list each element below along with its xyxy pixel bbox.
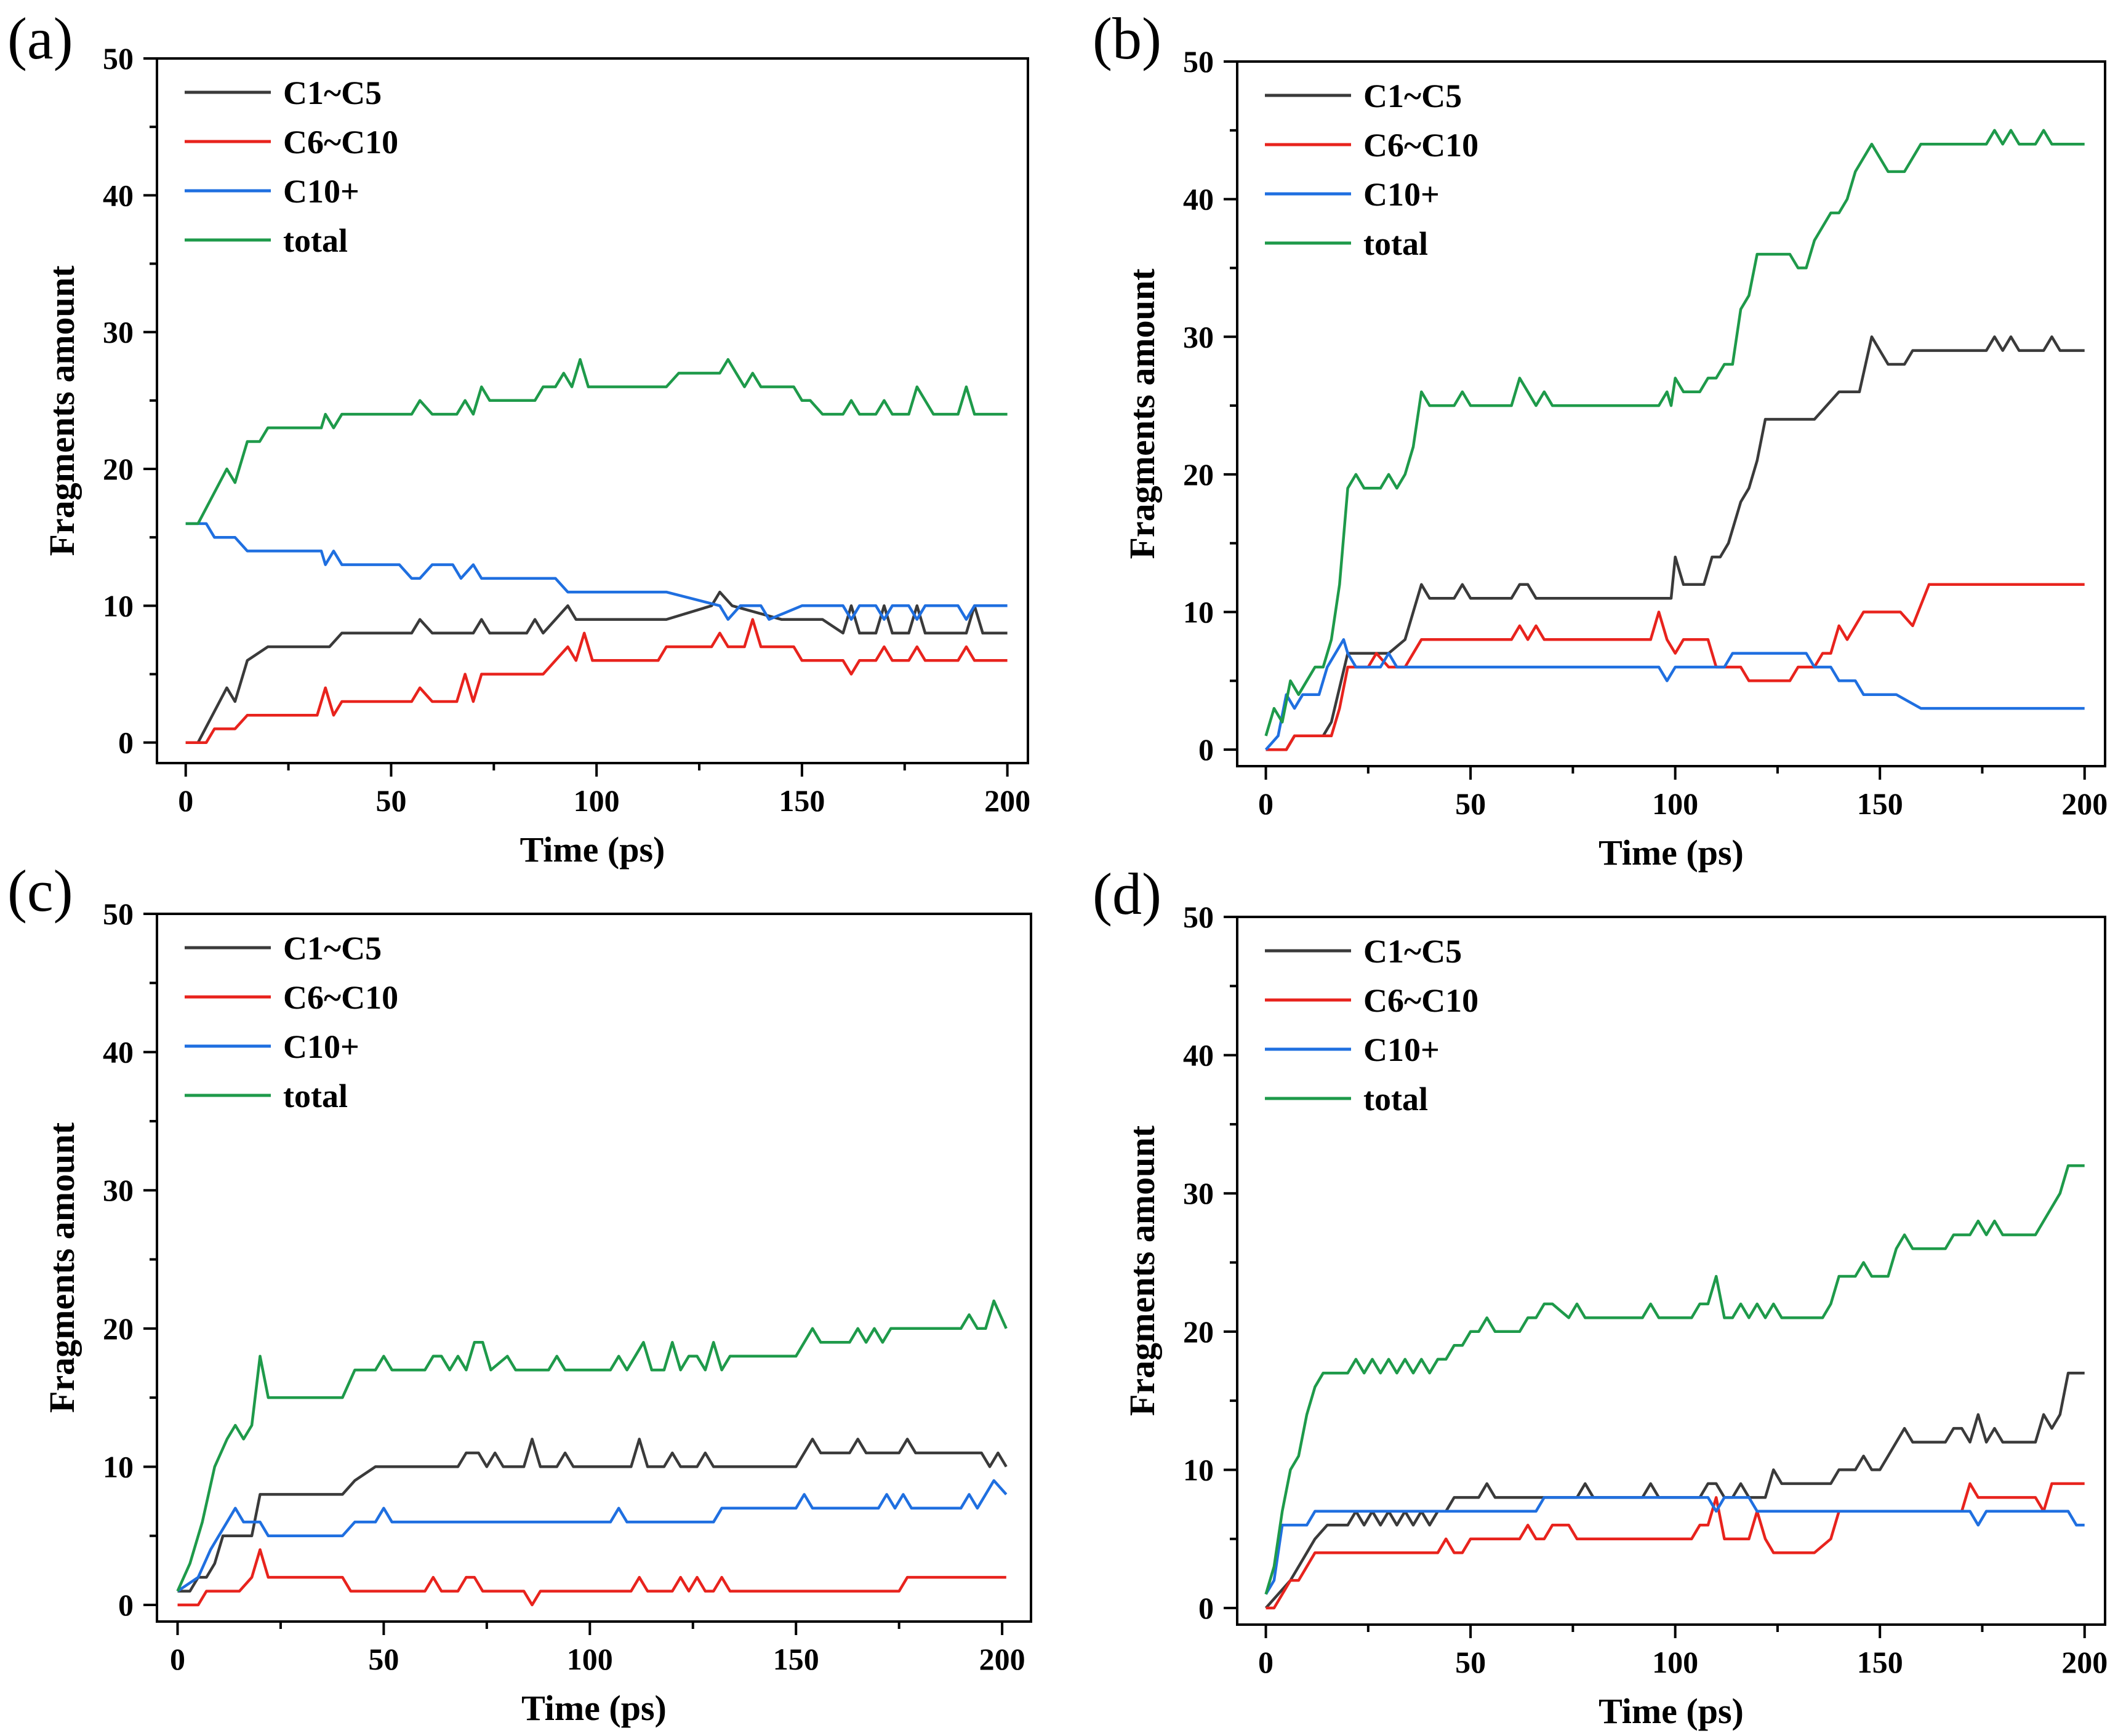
- y-tick-label: 20: [1183, 457, 1214, 492]
- series-line-c6-c10: [185, 618, 1008, 744]
- x-tick-label: 100: [1652, 1645, 1698, 1679]
- panel-label: (b): [1093, 6, 1161, 71]
- x-tick-label: 150: [773, 1642, 819, 1676]
- y-tick-label: 30: [103, 315, 134, 350]
- chart-panel-4: (d) 0 50 100 150 200 0 10 20 30 40 50 Time (ps) Fragm…: [1093, 861, 2108, 1731]
- y-tick-label: 40: [1183, 1038, 1214, 1073]
- legend-label: C6~C10: [283, 124, 398, 161]
- y-tick-label: 40: [103, 178, 134, 212]
- series-line-c10-: [177, 1479, 1008, 1593]
- x-tick-label: 200: [979, 1642, 1025, 1676]
- y-axis-title: Fragments amount: [1122, 268, 1162, 559]
- x-tick-label: 150: [1857, 1645, 1903, 1679]
- x-axis-title: Time (ps): [520, 830, 665, 870]
- y-tick-label: 40: [103, 1035, 134, 1070]
- x-tick-label: 50: [1455, 1645, 1486, 1679]
- x-tick-label: 150: [779, 783, 825, 818]
- y-tick-label: 50: [1183, 900, 1214, 934]
- x-tick-label: 150: [1857, 786, 1903, 821]
- y-tick-label: 30: [1183, 319, 1214, 354]
- x-tick-label: 100: [574, 783, 620, 818]
- legend-label: total: [283, 222, 348, 259]
- y-tick-label: 0: [118, 1588, 134, 1622]
- legend-label: C10+: [283, 1028, 359, 1065]
- y-tick-label: 50: [1183, 44, 1214, 79]
- y-tick-label: 0: [1198, 732, 1214, 767]
- series-line-total: [1264, 1164, 2085, 1595]
- series-line-c6-c10: [1266, 1482, 2085, 1610]
- chart-panel-3: (c) 0 50 100 150 200 0 10 20 30 40 50 Time (ps) Fragm…: [7, 858, 1032, 1728]
- series-line-c10-: [185, 522, 1008, 621]
- series-line-c1-c5: [177, 1438, 1008, 1593]
- y-tick-label: 30: [1183, 1176, 1214, 1210]
- series-line-total: [176, 1299, 1008, 1592]
- series-line-c10-: [1264, 1496, 2085, 1595]
- x-tick-label: 0: [178, 783, 193, 818]
- x-axis-title: Time (ps): [521, 1688, 667, 1728]
- series-line-c1-c5: [185, 590, 1008, 744]
- x-tick-label: 200: [2061, 1645, 2108, 1679]
- legend-label: C6~C10: [1363, 127, 1478, 164]
- x-tick-label: 50: [1455, 786, 1486, 821]
- x-tick-label: 50: [368, 1642, 399, 1676]
- x-tick-label: 0: [170, 1642, 185, 1676]
- panel-label: (d): [1093, 861, 1161, 927]
- legend-label: C10+: [283, 173, 359, 210]
- y-axis-title: Fragments amount: [42, 1122, 82, 1413]
- chart-panel-2: (b) 0 50 100 150 200 0 10 20 30 40 50 Time (ps) Fragm…: [1093, 6, 2108, 873]
- x-tick-label: 200: [2061, 786, 2108, 821]
- x-tick-label: 100: [1652, 786, 1698, 821]
- series-line-c1-c5: [1264, 1371, 2085, 1609]
- panel-label: (a): [7, 6, 73, 71]
- chart-panel-1: (a) 0 50 100 150 200 0 10 20 30 40 50 Time (ps) Fragm…: [7, 6, 1030, 870]
- legend-label: C1~C5: [283, 74, 382, 111]
- series-line-total: [185, 358, 1008, 526]
- y-tick-label: 0: [1198, 1591, 1214, 1625]
- plot-frame: [1236, 916, 2106, 1626]
- y-tick-label: 10: [1183, 1452, 1214, 1487]
- x-tick-label: 0: [1258, 1645, 1274, 1679]
- series-line-total: [1264, 129, 2085, 737]
- plot-frame: [156, 57, 1029, 764]
- plot-frame: [156, 913, 1032, 1623]
- legend-label: total: [1363, 225, 1428, 262]
- y-tick-label: 10: [103, 588, 134, 623]
- legend-label: C1~C5: [283, 930, 382, 967]
- legend-label: C1~C5: [1363, 933, 1462, 970]
- x-tick-label: 0: [1258, 786, 1274, 821]
- series-line-c6-c10: [177, 1548, 1006, 1607]
- y-tick-label: 40: [1183, 182, 1214, 217]
- series-line-c1-c5: [1266, 335, 2085, 751]
- x-axis-title: Time (ps): [1599, 833, 1744, 873]
- y-tick-label: 10: [1183, 595, 1214, 630]
- y-tick-label: 0: [118, 726, 134, 760]
- legend-label: C6~C10: [1363, 982, 1478, 1019]
- legend-label: total: [1363, 1081, 1428, 1118]
- x-axis-title: Time (ps): [1599, 1691, 1744, 1731]
- legend-label: C1~C5: [1363, 78, 1462, 114]
- legend-label: total: [283, 1078, 348, 1114]
- y-tick-label: 20: [103, 452, 134, 486]
- y-tick-label: 20: [103, 1311, 134, 1346]
- y-axis-title: Fragments amount: [1122, 1125, 1162, 1416]
- x-tick-label: 200: [984, 783, 1030, 818]
- plot-frame: [1236, 60, 2106, 767]
- y-tick-label: 50: [103, 897, 134, 931]
- x-tick-label: 100: [567, 1642, 613, 1676]
- legend-label: C10+: [1363, 176, 1440, 213]
- series-line-c10-: [1264, 638, 2085, 751]
- legend-label: C10+: [1363, 1031, 1440, 1068]
- y-tick-label: 10: [103, 1449, 134, 1484]
- x-tick-label: 50: [375, 783, 406, 818]
- y-tick-label: 20: [1183, 1314, 1214, 1349]
- y-tick-label: 50: [103, 41, 134, 76]
- y-axis-title: Fragments amount: [42, 265, 82, 556]
- legend-label: C6~C10: [283, 979, 398, 1016]
- panel-label: (c): [7, 858, 73, 924]
- y-tick-label: 30: [103, 1173, 134, 1207]
